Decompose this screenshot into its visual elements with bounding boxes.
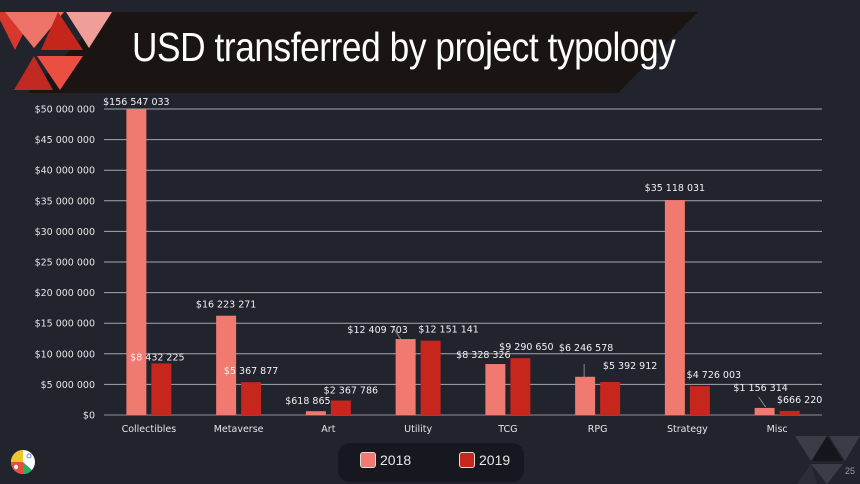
leader-line (758, 396, 766, 408)
bar-2019-misc (779, 410, 800, 415)
bar-2019-tcg (510, 358, 531, 415)
bar-chart: $0 $5 000 000 $10 000 000 $15 000 000 $20 00… (35, 97, 823, 435)
logo-triangle (14, 56, 53, 90)
x-axis-ticks: Collectibles Metaverse Art Utility TCG RPG Str… (122, 424, 788, 435)
bars (126, 109, 800, 415)
x-tick-label: RPG (588, 424, 608, 435)
data-label: $2 367 786 (324, 386, 378, 397)
bar-2018-rpg (575, 376, 596, 415)
title-banner (0, 12, 698, 93)
x-tick-label: Metaverse (214, 424, 264, 435)
bar-2018-utility (395, 339, 416, 415)
y-tick-label: $45 000 000 (35, 135, 95, 146)
logo-triangle (5, 12, 64, 48)
y-tick-label: $10 000 000 (35, 349, 95, 360)
bar-2019-collectibles (151, 363, 172, 415)
x-tick-label: Strategy (667, 424, 708, 435)
data-label: $1 156 314 (733, 383, 787, 394)
bar-2018-tcg (485, 364, 506, 415)
data-label: $5 367 877 (224, 366, 278, 377)
bar-2018-misc (754, 407, 775, 415)
data-label: $12 409 703 (347, 325, 407, 336)
data-labels: $156 547 033 $8 432 225 $16 223 271 $5 367 … (103, 97, 822, 408)
data-label: $9 290 650 (499, 342, 553, 353)
chart-legend: 2018 2019 (338, 443, 524, 482)
bar-2019-art (330, 400, 351, 415)
logo-triangle (37, 56, 83, 90)
logo-triangle (66, 12, 112, 48)
data-label: $6 246 578 (559, 343, 613, 354)
bar-2018-collectibles (126, 109, 147, 415)
bar-2018-metaverse (216, 315, 237, 415)
legend-item-2018[interactable]: 2018 (360, 452, 411, 468)
bar-2018-art (305, 411, 326, 415)
y-tick-label: $35 000 000 (35, 196, 95, 207)
leader-line (392, 326, 401, 340)
data-label: $156 547 033 (103, 97, 169, 108)
bar-2018-strategy (664, 200, 685, 415)
y-tick-label: $40 000 000 (35, 166, 95, 177)
page-title: USD transferred by project typology (132, 24, 676, 70)
x-tick-label: Art (321, 424, 335, 435)
data-label: $4 726 003 (687, 370, 741, 381)
legend-item-2019[interactable]: 2019 (459, 452, 510, 468)
y-tick-label: $25 000 000 (35, 258, 95, 269)
data-label: $8 328 326 (456, 350, 510, 361)
corner-decoration (795, 436, 860, 484)
data-label: $618 865 (285, 396, 330, 407)
y-tick-label: $0 (83, 411, 95, 422)
legend-swatch-2019 (459, 452, 475, 468)
y-tick-label: $15 000 000 (35, 319, 95, 330)
y-axis-ticks: $0 $5 000 000 $10 000 000 $15 000 000 $20 00… (35, 105, 95, 422)
title-band-background (28, 12, 698, 93)
x-tick-label: Collectibles (122, 424, 177, 435)
data-label: $8 432 225 (130, 352, 184, 363)
data-label: $666 220 (777, 395, 822, 406)
bar-2019-strategy (689, 386, 710, 415)
bar-2019-metaverse (241, 382, 262, 415)
app-logo-icon (11, 450, 35, 475)
data-label: $5 392 912 (603, 361, 657, 372)
y-tick-label: $30 000 000 (35, 227, 95, 238)
y-tick-label: $50 000 000 (35, 105, 95, 116)
legend-label-2018: 2018 (380, 452, 412, 468)
logo-triangle (41, 12, 83, 50)
bar-2019-rpg (600, 381, 621, 415)
y-tick-label: $20 000 000 (35, 288, 95, 299)
x-tick-label: TCG (497, 424, 517, 435)
page-number: 25 (845, 466, 856, 476)
data-label: $35 118 031 (645, 183, 705, 194)
data-label: $16 223 271 (196, 300, 256, 311)
y-tick-label: $5 000 000 (41, 380, 95, 391)
data-label: $12 151 141 (418, 325, 478, 336)
legend-swatch-2018 (360, 452, 376, 468)
x-tick-label: Misc (767, 424, 788, 435)
logo-triangle (0, 54, 33, 90)
x-tick-label: Utility (404, 424, 432, 435)
bar-2019-utility (420, 340, 441, 415)
legend-label-2019: 2019 (479, 452, 511, 468)
